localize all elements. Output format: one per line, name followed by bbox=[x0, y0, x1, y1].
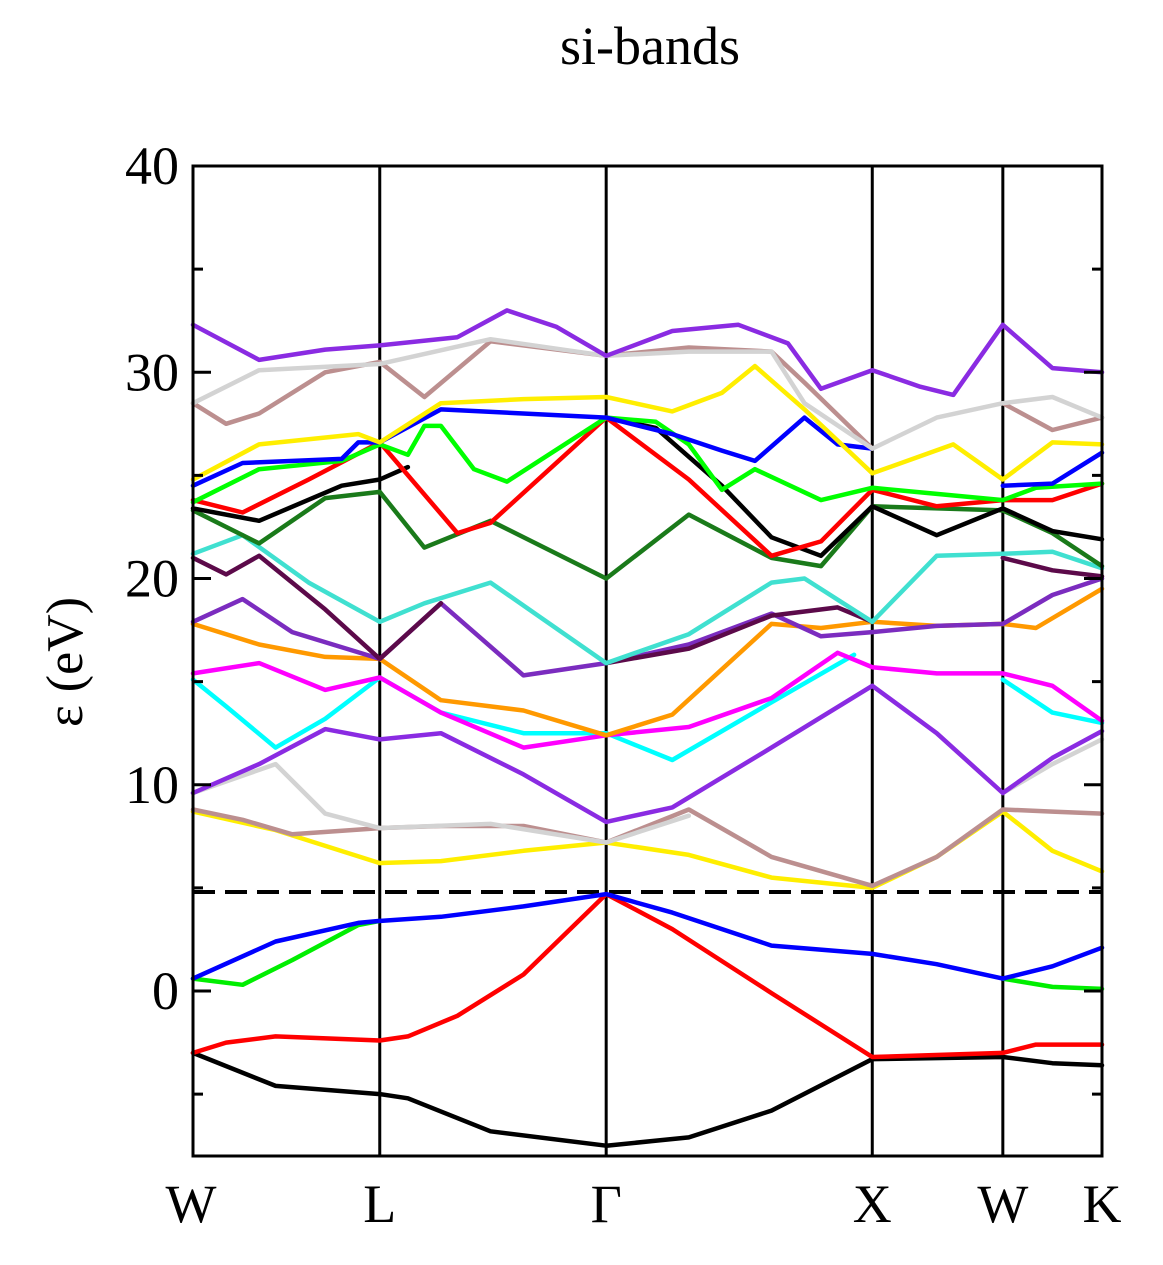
band-line bbox=[190, 308, 1105, 398]
band-line bbox=[190, 415, 1105, 559]
band-line bbox=[190, 415, 1105, 505]
chart-title: si-bands bbox=[560, 16, 740, 76]
band-line bbox=[190, 336, 1105, 451]
band-line bbox=[190, 407, 875, 488]
kpoint-label: W bbox=[977, 1174, 1028, 1234]
band-line bbox=[190, 683, 1105, 825]
band-line bbox=[1000, 976, 1105, 992]
plot-frame bbox=[191, 164, 1104, 1158]
band-line bbox=[1000, 400, 1105, 433]
band-line bbox=[190, 363, 1105, 482]
y-axis-label: ε (eV) bbox=[37, 597, 94, 727]
band-line bbox=[190, 761, 692, 845]
band-line bbox=[1000, 677, 1105, 726]
bands bbox=[190, 308, 1105, 1148]
band-line bbox=[190, 464, 411, 524]
y-tick-label: 40 bbox=[125, 136, 179, 196]
band-line bbox=[190, 532, 1105, 666]
y-tick-label: 10 bbox=[125, 755, 179, 815]
y-tick-label: 30 bbox=[125, 342, 179, 402]
y-tick-label: 0 bbox=[152, 961, 179, 1021]
kpoint-label: X bbox=[853, 1174, 892, 1234]
band-line bbox=[190, 918, 383, 988]
band-line bbox=[190, 553, 444, 662]
band-line bbox=[190, 576, 1105, 678]
y-axis-ticks: 0 10 20 30 40 bbox=[125, 136, 1102, 1096]
band-line bbox=[1000, 555, 1105, 579]
kpoint-label: W bbox=[166, 1174, 217, 1234]
band-line bbox=[603, 605, 875, 666]
band-line bbox=[190, 489, 1105, 581]
y-tick-label: 20 bbox=[125, 549, 179, 609]
band-line bbox=[190, 1050, 1105, 1148]
kpoint-label: Γ bbox=[591, 1174, 622, 1234]
kpoint-label: L bbox=[363, 1174, 396, 1234]
band-line bbox=[190, 650, 1105, 750]
band-line bbox=[190, 891, 1105, 1060]
band-line bbox=[190, 891, 1105, 981]
band-line bbox=[190, 339, 875, 451]
kpoint-label: K bbox=[1083, 1174, 1122, 1234]
band-line bbox=[603, 415, 1105, 559]
band-line bbox=[190, 809, 1105, 891]
band-line bbox=[1000, 450, 1105, 488]
band-line bbox=[190, 807, 1105, 889]
